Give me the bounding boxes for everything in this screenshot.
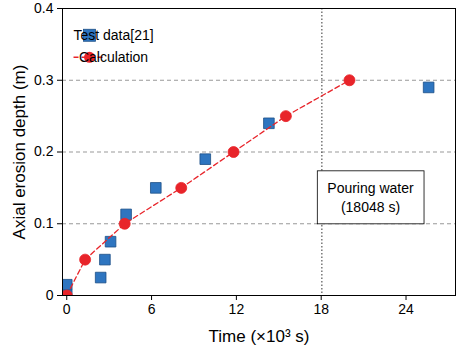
svg-text:Pouring water(18048 s): Pouring water(18048 s): [327, 180, 414, 215]
svg-text:0.4: 0.4: [34, 0, 54, 16]
svg-text:0.3: 0.3: [34, 72, 54, 88]
svg-text:12: 12: [229, 301, 245, 317]
svg-text:0: 0: [63, 301, 71, 317]
svg-text:Time (×10³ s): Time (×10³ s): [209, 327, 310, 346]
svg-text:24: 24: [398, 301, 414, 317]
svg-text:Test data[21]: Test data[21]: [73, 27, 153, 43]
svg-text:0.2: 0.2: [34, 143, 54, 159]
svg-text:0.1: 0.1: [34, 215, 54, 231]
svg-text:Axial erosion depth (m): Axial erosion depth (m): [10, 65, 29, 240]
svg-text:6: 6: [148, 301, 156, 317]
svg-text:0: 0: [46, 287, 54, 303]
svg-text:18: 18: [313, 301, 329, 317]
svg-text:Calculation: Calculation: [79, 49, 148, 65]
